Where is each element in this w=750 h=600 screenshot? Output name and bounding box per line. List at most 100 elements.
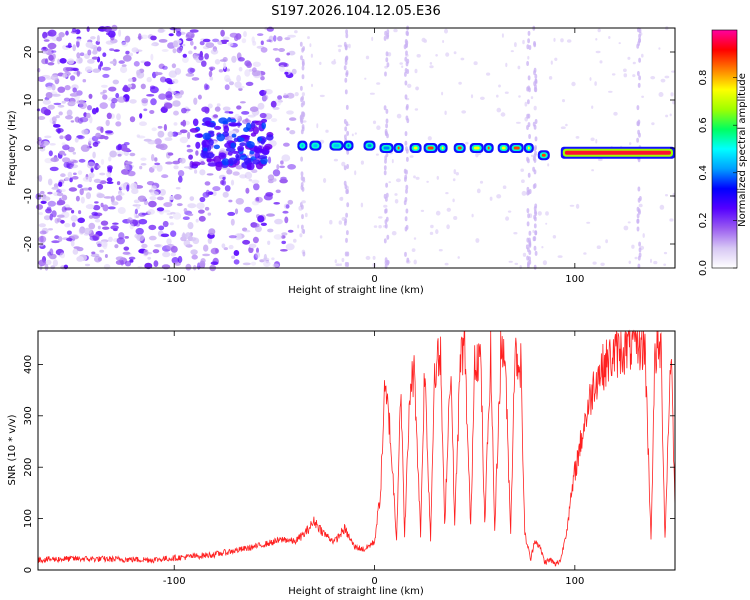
spectrogram-tone bbox=[297, 140, 675, 161]
noise-dot bbox=[441, 91, 444, 96]
noise-blob bbox=[57, 58, 61, 65]
noise-blob bbox=[65, 115, 73, 120]
noise-blob bbox=[265, 192, 274, 197]
noise-blob bbox=[263, 90, 267, 94]
noise-blob bbox=[162, 251, 171, 258]
noise-dot bbox=[627, 56, 631, 60]
noise-blob bbox=[71, 28, 77, 33]
noise-blob bbox=[97, 243, 102, 248]
noise-blob bbox=[151, 165, 157, 169]
noise-blob bbox=[221, 179, 227, 186]
noise-blob bbox=[117, 153, 122, 157]
streak-dot bbox=[404, 174, 408, 180]
noise-blob bbox=[278, 48, 285, 52]
noise-dot bbox=[455, 172, 459, 176]
noise-blob bbox=[206, 173, 214, 176]
noise-blob bbox=[161, 264, 171, 270]
colorbar-tick-label: 0.8 bbox=[698, 70, 709, 86]
streak-dot bbox=[636, 137, 639, 143]
streak-dot bbox=[638, 37, 641, 43]
noise-blob bbox=[64, 177, 70, 182]
noise-blob bbox=[151, 154, 155, 162]
streak-dot bbox=[526, 113, 529, 119]
noise-blob bbox=[172, 48, 177, 54]
noise-blob bbox=[72, 151, 77, 155]
noise-blob bbox=[47, 62, 55, 66]
streak-dot bbox=[345, 33, 349, 39]
noise-blob bbox=[77, 184, 83, 189]
streak-dot bbox=[343, 180, 347, 186]
noise-blob bbox=[233, 259, 240, 265]
noise-blob bbox=[59, 58, 67, 64]
noise-dot bbox=[304, 212, 308, 218]
noise-blob bbox=[124, 260, 132, 267]
noise-blob bbox=[251, 70, 261, 77]
streak-dot bbox=[527, 263, 530, 269]
noise-blob bbox=[102, 226, 110, 230]
noise-blob bbox=[88, 222, 96, 230]
noise-blob bbox=[103, 135, 109, 140]
noise-dot bbox=[566, 39, 572, 43]
noise-blob bbox=[44, 263, 49, 271]
noise-blob bbox=[124, 35, 131, 43]
noise-blob bbox=[141, 243, 148, 249]
noise-dot bbox=[365, 55, 370, 60]
snr-frame bbox=[37, 330, 676, 571]
spectrogram-x-ticks: -100 0 100 bbox=[163, 28, 584, 285]
noise-blob bbox=[183, 208, 188, 213]
noise-blob bbox=[173, 122, 178, 126]
noise-blob bbox=[99, 102, 108, 109]
noise-blob bbox=[118, 232, 125, 240]
noise-blob bbox=[87, 49, 92, 56]
noise-blob bbox=[202, 38, 211, 43]
noise-blob bbox=[115, 92, 120, 99]
noise-blob bbox=[222, 36, 230, 41]
streak-dot bbox=[636, 218, 640, 224]
noise-dot bbox=[334, 259, 337, 264]
noise-blob bbox=[212, 38, 220, 43]
noise-dot bbox=[586, 221, 591, 224]
streak-dot bbox=[302, 251, 306, 257]
noise-blob bbox=[104, 254, 108, 258]
noise-blob bbox=[198, 215, 206, 222]
streak-dot bbox=[405, 115, 409, 121]
noise-blob bbox=[45, 92, 53, 99]
noise-dot bbox=[594, 81, 597, 86]
streak-dot bbox=[384, 219, 388, 225]
streak-dot bbox=[343, 220, 347, 226]
noise-dot bbox=[608, 36, 611, 39]
streak-dot bbox=[527, 158, 530, 164]
noise-blob bbox=[79, 101, 87, 110]
noise-blob bbox=[51, 50, 57, 53]
noise-dot bbox=[508, 260, 513, 263]
noise-dot bbox=[471, 213, 474, 218]
noise-blob bbox=[91, 56, 99, 60]
noise-blob bbox=[267, 156, 272, 164]
noise-blob bbox=[223, 62, 227, 70]
noise-blob bbox=[224, 74, 231, 82]
noise-blob bbox=[234, 208, 239, 215]
noise-blob bbox=[154, 244, 161, 248]
noise-blob bbox=[186, 148, 194, 153]
noise-dot bbox=[420, 209, 425, 212]
noise-dot bbox=[391, 231, 397, 236]
noise-blob bbox=[236, 74, 242, 83]
noise-blob bbox=[102, 94, 108, 100]
streak-dot bbox=[385, 196, 388, 202]
noise-blob bbox=[232, 171, 240, 176]
noise-blob bbox=[127, 78, 133, 82]
noise-blob bbox=[241, 111, 250, 115]
noise-dot bbox=[669, 218, 674, 222]
noise-blob bbox=[106, 171, 112, 178]
strong-patch bbox=[261, 148, 270, 155]
noise-blob bbox=[156, 164, 163, 172]
streak-dot bbox=[405, 50, 408, 56]
noise-blob bbox=[96, 193, 105, 199]
noise-dot bbox=[557, 255, 563, 258]
noise-blob bbox=[241, 38, 247, 44]
noise-blob bbox=[40, 190, 45, 195]
noise-blob bbox=[71, 222, 76, 228]
noise-blob bbox=[234, 113, 240, 120]
noise-dot bbox=[665, 194, 668, 197]
noise-blob bbox=[38, 212, 43, 216]
